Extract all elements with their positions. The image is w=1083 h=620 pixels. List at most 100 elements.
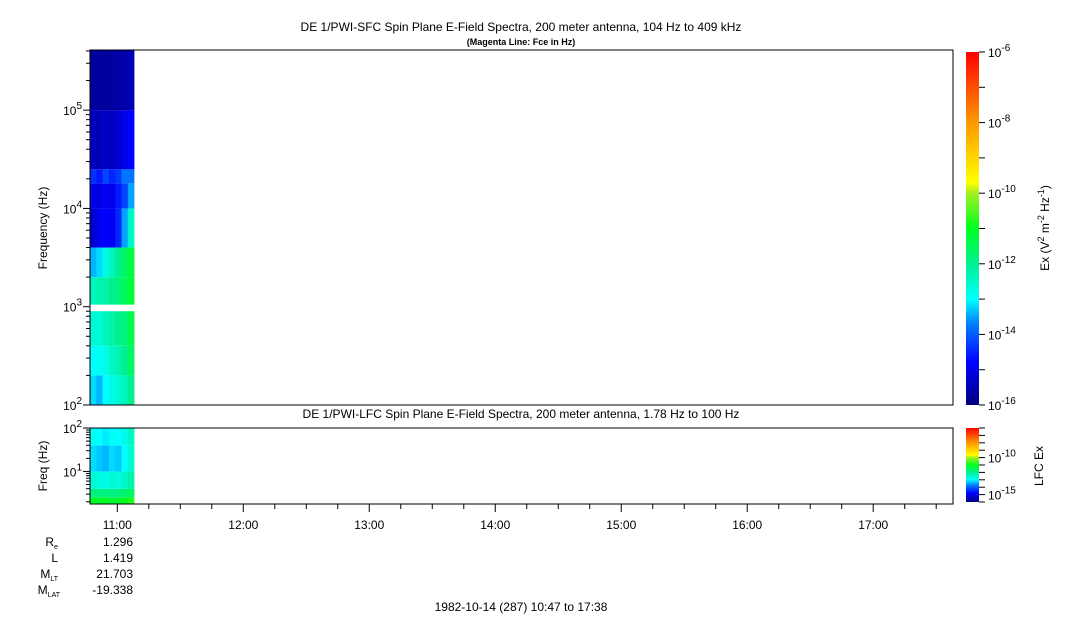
spectrogram-cell (102, 471, 110, 489)
spectrogram-cell (115, 110, 122, 170)
footer-date-range: 1982-10-14 (287) 10:47 to 17:38 (435, 600, 608, 614)
spectrogram-cell (90, 277, 97, 305)
spectrogram-cell (96, 488, 103, 498)
upper-y-tick-label: 104 (63, 199, 82, 216)
spectrogram-cell (90, 488, 97, 498)
spectrogram-cell (121, 208, 129, 248)
lower-title: DE 1/PWI-LFC Spin Plane E-Field Spectra,… (303, 407, 740, 421)
spectrogram-cell (102, 445, 110, 472)
spectrogram-cell (121, 488, 129, 498)
x-tick-label: 15:00 (606, 518, 636, 532)
spectrogram-cell (96, 311, 103, 346)
spectrogram-cell (102, 169, 110, 184)
lower-colorbar-tick-label: 10-15 (988, 486, 1016, 503)
upper-colorbar-tick-label: 10-6 (988, 43, 1011, 60)
spectrogram-cell (90, 247, 97, 278)
x-tick-label: 17:00 (858, 518, 888, 532)
lower-colorbar-label: LFC Ex (1032, 446, 1046, 486)
ephemeris-value: 1.419 (103, 551, 133, 565)
spectrogram-cell (127, 247, 135, 278)
spectrogram-cell (108, 375, 116, 405)
spectrogram-cell (127, 208, 135, 248)
spectrogram-cell (121, 345, 129, 376)
spectrogram-cell (115, 375, 122, 405)
upper-colorbar (966, 52, 979, 405)
lower-colorbar-tick-label: 10-10 (988, 449, 1016, 466)
spectrogram-cell (121, 110, 129, 170)
lower-spectrogram (90, 428, 135, 504)
spectrogram-cell (127, 428, 135, 446)
spectrogram-cell (96, 110, 103, 170)
ephemeris-label: MLT (40, 567, 58, 583)
spectrogram-cell (115, 488, 122, 498)
spectrogram-cell (90, 183, 97, 209)
spectrogram-cell (108, 445, 116, 472)
spectrogram-cell (127, 50, 135, 111)
ephemeris-value: 21.703 (96, 567, 133, 581)
lower-y-tick-label: 102 (63, 419, 82, 436)
upper-subtitle: (Magenta Line: Fce in Hz) (467, 37, 576, 47)
spectrogram-cell (102, 428, 110, 446)
upper-y-tick-label: 103 (63, 298, 82, 315)
spectrogram-cell (121, 445, 129, 472)
spectrogram-cell (108, 471, 116, 489)
spectrogram-cell (108, 277, 116, 305)
spectrogram-cell (90, 208, 97, 248)
spectrogram-cell (127, 471, 135, 489)
spectrogram-cell (108, 183, 116, 209)
upper-spectrogram (90, 50, 135, 405)
spectrogram-cell (115, 183, 122, 209)
ephemeris-label: MLAT (38, 583, 61, 599)
spectrogram-cell (90, 50, 97, 111)
upper-title: DE 1/PWI-SFC Spin Plane E-Field Spectra,… (301, 20, 742, 34)
spectrogram-cell (108, 247, 116, 278)
spectrogram-cell (108, 208, 116, 248)
spectrogram-cell (121, 277, 129, 305)
spectrogram-cell (96, 50, 103, 111)
spectrogram-cell (90, 110, 97, 170)
spectrogram-cell (90, 471, 97, 489)
spectrogram-cell (127, 311, 135, 346)
spectrogram-cell (115, 345, 122, 376)
x-tick-label: 13:00 (354, 518, 384, 532)
spectrogram-cell (115, 497, 122, 504)
spectrogram-cell (127, 169, 135, 184)
spectrogram-cell (102, 110, 110, 170)
lower-plot-frame (89, 427, 954, 505)
spectrogram-cell (96, 277, 103, 305)
axes: 102 103 104 105 101 102 11:00 12:00 13:00 14:00 15… (63, 43, 1016, 532)
spectrogram-cell (96, 445, 103, 472)
spectrogram-cell (96, 375, 103, 405)
spectrogram-cell (108, 311, 116, 346)
spectrogram-cell (102, 375, 110, 405)
spectrogram-cell (90, 311, 97, 346)
spectrogram-cell (127, 183, 135, 209)
upper-y-tick-label: 102 (63, 396, 82, 413)
upper-y-label: Frequency (Hz) (36, 187, 50, 270)
x-tick-label: 12:00 (228, 518, 258, 532)
spectrogram-cell (108, 50, 116, 111)
x-tick-label: 16:00 (732, 518, 762, 532)
spectrogram-cell (102, 208, 110, 248)
spectrogram-cell (108, 428, 116, 446)
spectrogram-cell (102, 345, 110, 376)
spectrogram-cell (121, 50, 129, 111)
spectrogram-cell (115, 208, 122, 248)
upper-colorbar-tick-label: 10-16 (988, 396, 1016, 413)
spectrogram-cell (127, 110, 135, 170)
spectrogram-cell (90, 445, 97, 472)
spectrogram-cell (96, 247, 103, 278)
spectrogram-cell (121, 169, 129, 184)
lower-y-tick-label: 101 (63, 462, 82, 479)
spectrogram-cell (108, 497, 116, 504)
upper-colorbar-tick-label: 10-12 (988, 255, 1016, 272)
spectrogram-cell (96, 471, 103, 489)
spectrogram-cell (115, 445, 122, 472)
upper-plot-frame (89, 49, 954, 406)
upper-colorbar-tick-label: 10-10 (988, 184, 1016, 201)
ephemeris-label: L (51, 551, 58, 565)
spectrogram-cell (96, 169, 103, 184)
spectrogram-cell (96, 428, 103, 446)
x-tick-label: 14:00 (480, 518, 510, 532)
